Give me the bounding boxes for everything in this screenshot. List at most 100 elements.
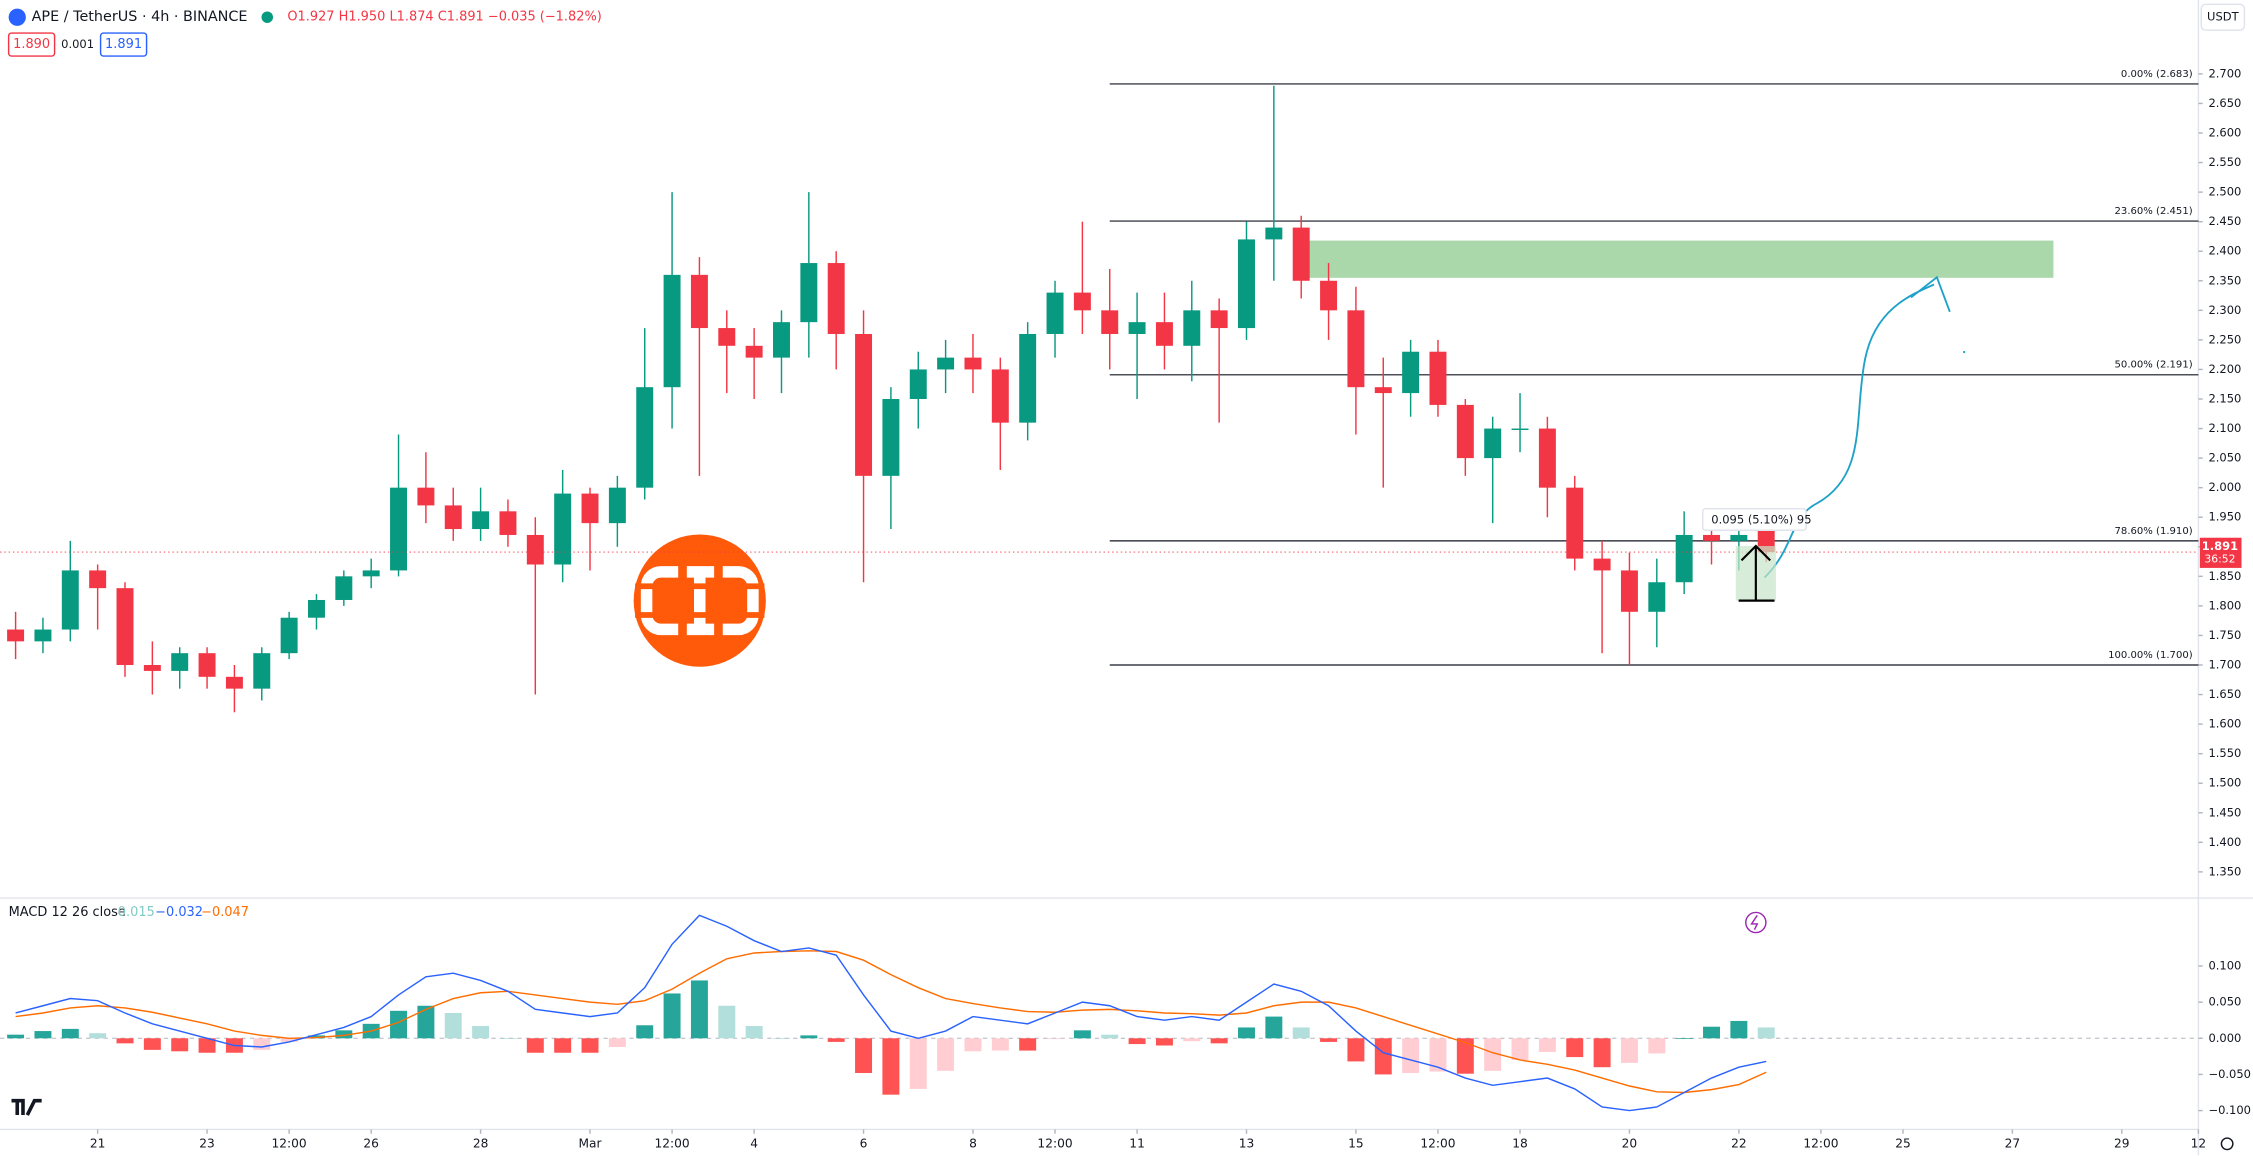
macd-hist-bar [1019,1038,1037,1051]
candle-body [690,274,708,329]
y-tick-label: 2.650 [2208,96,2241,110]
candle-body [143,665,161,671]
market-status [261,11,274,23]
macd-hist-bar [417,1005,435,1039]
candle-body [991,369,1009,423]
currency[interactable]: USDT [2207,10,2240,24]
macd-hist-bar [1374,1038,1392,1075]
y-tick-label: 2.400 [2208,244,2241,258]
x-tick-label: 12 [2191,1136,2207,1150]
candle-body [1101,310,1119,334]
candle-body [1456,404,1474,459]
x-tick-label: 20 [1622,1136,1638,1150]
macd-hist-bar [991,1038,1009,1051]
fib-label: 100.00% (1.700) [2108,650,2193,661]
candle-body [663,274,681,388]
y-tick-label: 1.700 [2208,658,2241,672]
macd-hist-bar [1538,1038,1556,1053]
alert-icon[interactable] [1745,911,1767,934]
price-tag-countdown: 36:52 [2204,552,2235,565]
macd-hist-bar [335,1030,353,1039]
x-tick-label: 25 [1895,1136,1911,1150]
macd-hist-bar [1210,1038,1228,1044]
candle-body [1292,227,1310,281]
macd-hist-bar [1511,1038,1529,1060]
macd-hist-bar [718,1005,736,1039]
candle-body [1730,534,1748,541]
macd-hist-bar [882,1038,900,1095]
alert-bolt [1750,914,1759,931]
macd-hist-bar [909,1038,927,1089]
x-tick-label: 22 [1731,1136,1747,1150]
macd-hist-bar [1265,1016,1283,1039]
macd-signal-value: −0.047 [201,905,249,920]
currency-box[interactable] [2200,3,2246,31]
x-tick-label: 6 [860,1136,868,1150]
macd-hist-bar [89,1033,107,1039]
macd-hist-bar [1757,1027,1775,1039]
macd-hist-bar [1675,1038,1693,1040]
macd-hist-bar [390,1010,408,1039]
candle-body [1046,292,1064,334]
macd-hist-bar [280,1038,298,1042]
candle-body [1511,428,1529,430]
x-tick-label: 21 [90,1136,106,1150]
drawn-dot [1963,350,1966,354]
macd-hist-bar [34,1031,52,1039]
macd-hist-bar [608,1038,626,1047]
y-tick-label: 1.600 [2208,717,2241,731]
candle-body [1566,487,1584,559]
candle-body [827,263,845,334]
candle-body [937,357,955,370]
macd-hist-bar [745,1025,763,1039]
bid: 1.890 [13,37,50,52]
x-tick-label: 13 [1239,1136,1255,1150]
macd-hist-bar [253,1038,271,1050]
macd-hist-bar [1128,1038,1146,1045]
macd-hist-bar [663,993,681,1039]
y-tick-label: 1.800 [2208,598,2241,612]
macd-hist-bar [1703,1026,1720,1039]
candle-body [308,599,325,618]
x-tick-label: 29 [2114,1136,2130,1150]
fib-label: 23.60% (2.451) [2115,206,2193,217]
candle-body [636,387,654,488]
macd-hist-bar [1648,1038,1666,1054]
candle-body [1620,570,1638,612]
macd-hist-bar [1620,1038,1638,1063]
macd-line [15,914,1767,1112]
candle-body [116,588,134,666]
y-tick-label: 2.200 [2208,362,2241,376]
x-tick-label: 4 [750,1136,758,1150]
candle-body [1593,558,1611,571]
x-tick-label: 12:00 [272,1136,307,1150]
candle-body [855,333,873,476]
candle-body [1155,322,1173,346]
x-tick-label: Mar [578,1136,602,1150]
candle-body [1675,534,1693,583]
candle-body [335,576,353,600]
macd-hist-bar [636,1025,654,1039]
candle-body [472,511,490,530]
candle-body [1128,322,1146,334]
macd-hist-bar [1292,1027,1310,1039]
candle-body [280,617,298,654]
macd-hist-bar [1484,1038,1502,1071]
candle-body [1073,292,1091,311]
ask: 1.891 [105,37,142,52]
candle-body [34,629,52,642]
macd-hist-bar [554,1038,572,1053]
candle-body [1374,387,1392,394]
candle-body [964,357,982,370]
y2-tick-label: −0.050 [2208,1067,2251,1081]
candle-body [773,322,790,358]
settings-icon[interactable] [2220,1137,2234,1151]
measure-label-box [1701,507,1807,531]
macd-hist-bar [526,1038,544,1053]
macd-hist-bar [937,1038,955,1071]
y2-tick-label: 0.100 [2208,958,2241,972]
macd-hist-bar [827,1038,845,1042]
y-tick-label: 2.100 [2208,421,2241,435]
candle-body [718,328,736,346]
